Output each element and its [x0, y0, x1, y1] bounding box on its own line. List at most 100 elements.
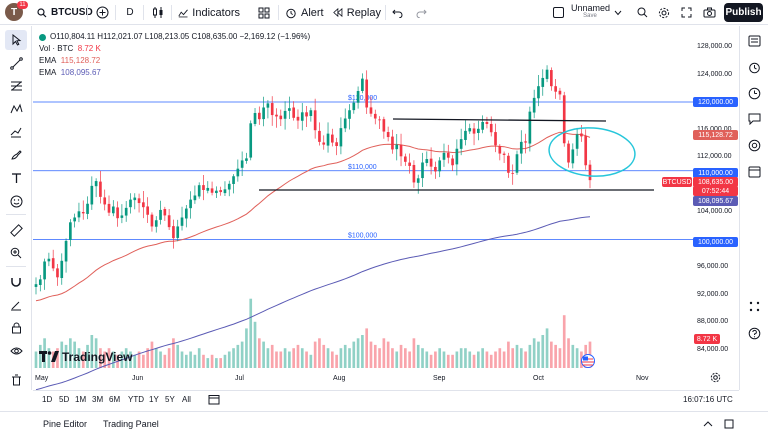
price-axis-tick: 128,000.00 — [697, 43, 733, 50]
maximize-panel-button[interactable] — [724, 419, 734, 432]
fullscreen-button[interactable] — [678, 3, 694, 22]
candle-body — [219, 190, 222, 193]
emoji-tool[interactable] — [5, 191, 27, 211]
trendline-tool[interactable] — [5, 53, 27, 73]
layouts-button[interactable] — [255, 3, 273, 22]
volume-bar — [550, 341, 553, 368]
snapshot-button[interactable] — [701, 3, 717, 22]
layout-menu-button[interactable] — [612, 3, 624, 22]
candle-body — [416, 178, 420, 183]
candle-body — [352, 102, 356, 111]
candle-body — [77, 211, 81, 218]
gear-icon — [658, 7, 670, 18]
chat-button[interactable] — [744, 109, 765, 129]
volume-bar — [468, 351, 472, 368]
collapse-panel-button[interactable] — [703, 419, 713, 431]
range-button-1m[interactable]: 1M — [75, 395, 87, 404]
layout-name-button[interactable]: Unnamed Save — [571, 3, 610, 20]
interval-button[interactable]: D — [126, 7, 134, 18]
quick-search-button[interactable] — [634, 3, 650, 22]
range-button-5y[interactable]: 5Y — [165, 395, 175, 404]
ideas-button[interactable] — [744, 135, 765, 155]
object-tree-button[interactable] — [744, 83, 765, 103]
range-button-6m[interactable]: 6M — [109, 395, 121, 404]
trendline-icon — [9, 56, 23, 70]
volume-row[interactable]: Vol · BTC 8.72 K — [39, 43, 310, 55]
time-axis-tick: Sep — [433, 375, 446, 382]
ema-slow-row[interactable]: EMA 108,095.67 — [39, 67, 310, 79]
candle-body — [584, 135, 588, 166]
pattern-icon — [10, 103, 22, 114]
candle-body — [477, 128, 480, 133]
candle-body — [249, 123, 253, 158]
hide-drawings-tool[interactable] — [5, 341, 27, 361]
cursor-tool[interactable] — [5, 30, 27, 50]
range-button-all[interactable]: All — [182, 395, 191, 404]
tab-trading-panel[interactable]: Trading Panel — [103, 419, 159, 429]
candle-body — [365, 79, 369, 108]
ruler-tool[interactable] — [5, 220, 27, 240]
text-tool[interactable] — [5, 168, 27, 188]
candle-body — [313, 110, 317, 131]
volume-bar — [477, 351, 480, 368]
zoom-tool[interactable] — [5, 243, 27, 263]
candle-body — [502, 153, 506, 155]
indicators-icon — [178, 9, 188, 17]
ema-fast-row[interactable]: EMA 115,128.72 — [39, 55, 310, 67]
remove-drawings-tool[interactable] — [5, 370, 27, 390]
volume-bar — [137, 351, 141, 368]
candle-body — [382, 119, 386, 132]
tab-pine-editor[interactable]: Pine Editor — [43, 419, 88, 429]
clock-readout[interactable]: 16:07:16 UTC — [683, 395, 733, 404]
stay-drawing-tool[interactable] — [5, 295, 27, 315]
candle-body — [524, 141, 527, 143]
brush-tool[interactable] — [5, 145, 27, 165]
symbol-search[interactable]: BTCUSD — [37, 3, 97, 22]
alerts-panel-button[interactable] — [744, 57, 765, 77]
calendar-button[interactable] — [744, 161, 765, 181]
range-button-3m[interactable]: 3M — [92, 395, 104, 404]
publish-button[interactable]: Publish — [724, 3, 763, 22]
highlight-ellipse[interactable] — [547, 125, 636, 179]
volume-bar — [206, 358, 210, 368]
go-to-date-button[interactable] — [208, 394, 220, 408]
volume-bar — [90, 335, 94, 368]
settings-button[interactable] — [656, 3, 672, 22]
candle-body — [56, 268, 59, 278]
redo-button[interactable] — [414, 3, 428, 22]
compare-button[interactable] — [93, 3, 111, 22]
candle-body — [215, 190, 218, 194]
range-button-ytd[interactable]: YTD — [128, 395, 144, 404]
notification-badge: 11 — [17, 1, 28, 9]
economic-event-flag[interactable] — [580, 354, 596, 371]
candle-body — [90, 185, 94, 205]
candle-body — [240, 160, 244, 168]
more-panels-button[interactable] — [744, 296, 765, 316]
candle-body — [421, 162, 424, 179]
fib-tool[interactable] — [5, 76, 27, 96]
help-button[interactable] — [744, 323, 765, 343]
resistance-trendline[interactable] — [392, 118, 607, 122]
axis-settings-button[interactable] — [710, 372, 721, 386]
lock-drawings-tool[interactable] — [5, 318, 27, 338]
tradingview-logo-text: TradingView — [62, 350, 133, 364]
candle-body — [356, 91, 360, 103]
replay-button[interactable]: Replay — [333, 3, 381, 22]
range-button-1d[interactable]: 1D — [42, 395, 53, 404]
alert-button[interactable]: Alert — [285, 3, 325, 22]
layout-checkbox[interactable] — [552, 3, 564, 22]
range-button-5d[interactable]: 5D — [59, 395, 70, 404]
bottom-panel-tabs: Pine Editor Trading Panel — [0, 411, 768, 435]
candle-body — [571, 149, 575, 164]
volume-bar — [223, 354, 227, 368]
watchlist-button[interactable] — [744, 31, 765, 51]
undo-button[interactable] — [390, 3, 404, 22]
range-button-1y[interactable]: 1Y — [149, 395, 159, 404]
chart-type-button[interactable] — [149, 3, 167, 22]
prediction-tool[interactable] — [5, 122, 27, 142]
volume-bar — [507, 341, 510, 368]
magnet-tool[interactable] — [5, 272, 27, 292]
pattern-tool[interactable] — [5, 99, 27, 119]
indicators-button[interactable]: Indicators — [178, 3, 240, 22]
price-chart[interactable]: $120,000 $110,000 $100,000 — [0, 0, 768, 390]
